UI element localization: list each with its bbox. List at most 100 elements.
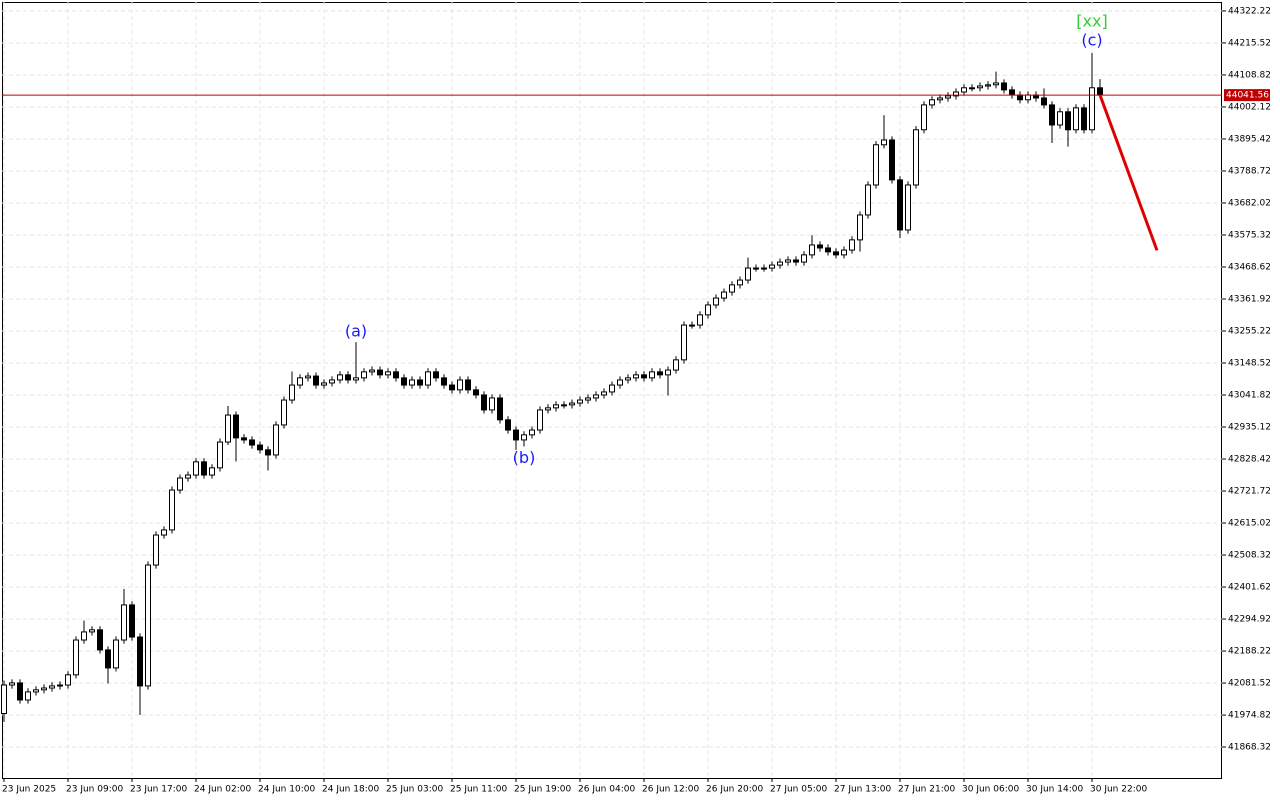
candle-body <box>737 279 743 286</box>
candle-body <box>1073 107 1079 131</box>
y-tick-label: 42828.42 <box>1228 455 1271 465</box>
candle-body <box>409 379 415 386</box>
x-tick-label: 26 Jun 12:00 <box>642 785 699 795</box>
candle-body <box>673 359 679 371</box>
candle-body <box>561 404 567 407</box>
y-tick-label: 44108.82 <box>1228 70 1271 80</box>
candle-body <box>1025 94 1031 101</box>
candle-body <box>1001 82 1007 91</box>
candle-body <box>721 291 727 299</box>
candle-body <box>1041 97 1047 106</box>
candle-body <box>553 404 559 409</box>
candle-body <box>953 91 959 97</box>
candle-body <box>337 374 343 381</box>
y-tick-label: 41868.32 <box>1228 743 1271 753</box>
candle-body <box>689 324 695 327</box>
candle-body <box>777 261 783 266</box>
candle-body <box>249 439 255 446</box>
candle-body <box>545 407 551 411</box>
candle-body <box>361 371 367 379</box>
x-tick-label: 30 Jun 14:00 <box>1026 785 1083 795</box>
x-tick-label: 25 Jun 11:00 <box>450 785 507 795</box>
candle-body <box>633 374 639 379</box>
candle-body <box>185 474 191 479</box>
candle-body <box>713 297 719 306</box>
y-tick-label: 42401.62 <box>1228 583 1271 593</box>
candle-body <box>9 682 15 686</box>
candle-body <box>425 371 431 386</box>
candle-body <box>145 564 151 687</box>
y-tick-label: 44322.22 <box>1228 6 1271 16</box>
y-tick-label: 44002.12 <box>1228 102 1271 112</box>
y-tick-label: 43682.02 <box>1228 198 1271 208</box>
candle-body <box>857 214 863 241</box>
candle-body <box>489 397 495 411</box>
wave-label: (b) <box>513 448 536 467</box>
candle-body <box>809 244 815 256</box>
candle-body <box>833 251 839 256</box>
candle-body <box>937 97 943 101</box>
candle-body <box>977 85 983 89</box>
y-tick-label: 42935.12 <box>1228 423 1271 433</box>
x-tick-label: 24 Jun 02:00 <box>194 785 251 795</box>
x-tick-label: 24 Jun 10:00 <box>258 785 315 795</box>
candle-body <box>321 382 327 386</box>
x-tick-label: 24 Jun 18:00 <box>322 785 379 795</box>
candle-body <box>57 684 63 687</box>
x-tick-label: 26 Jun 20:00 <box>706 785 763 795</box>
candle-body <box>913 129 919 186</box>
candle-body <box>353 377 359 381</box>
x-tick-label: 26 Jun 04:00 <box>578 785 635 795</box>
price-tag <box>1224 89 1270 102</box>
candle-body <box>801 254 807 263</box>
y-tick-label: 42294.92 <box>1228 615 1271 625</box>
candle-body <box>697 314 703 326</box>
candle-body <box>521 434 527 441</box>
candle-body <box>1089 87 1095 131</box>
candle-body <box>505 419 511 431</box>
candle-body <box>329 379 335 384</box>
candle-body <box>49 685 55 689</box>
candle-body <box>889 139 895 181</box>
candle-body <box>745 267 751 281</box>
y-tick-label: 42721.72 <box>1228 487 1271 497</box>
candle-body <box>481 394 487 411</box>
candle-body <box>969 87 975 90</box>
candle-body <box>841 249 847 256</box>
x-tick-label: 23 Jun 2025 <box>2 785 56 795</box>
candle-body <box>129 604 135 638</box>
candle-body <box>313 375 319 386</box>
candle-body <box>729 284 735 293</box>
y-tick-label: 43468.62 <box>1228 262 1271 272</box>
x-tick-label: 23 Jun 17:00 <box>130 785 187 795</box>
y-tick-label: 42615.02 <box>1228 519 1271 529</box>
candle-body <box>905 184 911 231</box>
candle-body <box>1049 104 1055 126</box>
candle-body <box>649 371 655 379</box>
candle-body <box>241 437 247 441</box>
candle-body <box>865 184 871 216</box>
price-label: 44041.56 <box>1226 91 1269 101</box>
candle-body <box>881 139 887 146</box>
candle-body <box>193 461 199 476</box>
candle-body <box>993 82 999 86</box>
candle-body <box>465 379 471 391</box>
candle-body <box>377 369 383 376</box>
candle-body <box>849 239 855 251</box>
x-tick-label: 27 Jun 13:00 <box>834 785 891 795</box>
x-tick-label: 23 Jun 09:00 <box>66 785 123 795</box>
y-tick-label: 42081.52 <box>1228 679 1271 689</box>
candle-body <box>281 399 287 426</box>
candle-body <box>449 384 455 391</box>
candle-body <box>537 409 543 431</box>
y-tick-label: 41974.82 <box>1228 711 1271 721</box>
candle-body <box>41 687 47 691</box>
candle-body <box>657 371 663 376</box>
candle-body <box>161 529 167 536</box>
candle-body <box>297 377 303 386</box>
candle-body <box>705 304 711 316</box>
candle-body <box>81 631 87 641</box>
candle-body <box>497 397 503 421</box>
